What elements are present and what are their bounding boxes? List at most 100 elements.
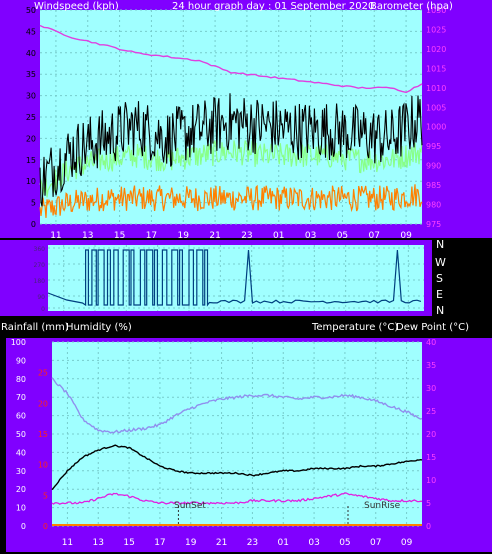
top-left-tick-label: 25 [26, 113, 36, 122]
top-chart-axes: 0510152025303540455097598098599099510001… [26, 6, 447, 241]
bottom-chart-axes: 0102030405060708090100051015202505101520… [11, 338, 436, 548]
humidity-tick-label: 100 [11, 338, 26, 347]
humidity-tick-label: 80 [16, 375, 26, 384]
top-x-tick-label: 13 [82, 231, 93, 241]
barometer-series [39, 24, 423, 94]
top-right-tick-label: 1025 [426, 25, 446, 34]
barometer-axis-title: Barometer (hpa) [370, 1, 453, 12]
compass-label-s: S [436, 272, 443, 285]
top-left-tick-label: 20 [26, 134, 36, 143]
wind-direction-series [47, 249, 422, 307]
bottom-chart-series [51, 377, 423, 526]
direction-tick-label: 180 [34, 278, 46, 285]
top-right-tick-label: 1020 [426, 45, 446, 54]
bottom-chart-gridlines [52, 341, 422, 527]
bottom-x-tick-label: 07 [370, 538, 381, 548]
temperature-series [51, 444, 423, 491]
humidity-tick-label: 60 [16, 412, 26, 421]
top-chart-gridlines [40, 9, 422, 225]
top-right-tick-label: 995 [426, 142, 441, 151]
top-right-tick-label: 1030 [426, 6, 446, 15]
rainfall-tick-label: 25 [38, 369, 48, 378]
humidity-tick-label: 30 [16, 467, 26, 476]
humidity-tick-label: 70 [16, 393, 26, 402]
direction-tick-label: 270 [34, 262, 46, 269]
bottom-x-tick-label: 17 [154, 538, 165, 548]
top-right-tick-label: 1000 [426, 123, 446, 132]
compass-labels: N W S E N [435, 238, 446, 317]
direction-chart-series: 360 270 180 90 0 [34, 246, 422, 313]
top-right-tick-label: 1015 [426, 64, 446, 73]
compass-label-w: W [435, 256, 446, 269]
temperature-tick-label: 15 [426, 453, 436, 462]
top-x-tick-label: 15 [114, 231, 125, 241]
chart-date-title: 24 hour graph day : 01 September 2020 [172, 1, 374, 12]
top-left-tick-label: 15 [26, 156, 36, 165]
top-left-tick-label: 10 [26, 177, 36, 186]
dewpoint-series [51, 492, 422, 505]
top-right-tick-label: 985 [426, 181, 441, 190]
windspeed-axis-title: Windspeed (kph) [34, 1, 119, 12]
bottom-x-tick-label: 13 [93, 538, 104, 548]
top-chart-series [39, 24, 423, 218]
temperature-axis-title: Temperature (°C) [311, 322, 398, 333]
sunrise-annotation: SunRise [364, 501, 401, 511]
top-x-tick-label: 11 [50, 231, 61, 241]
top-left-tick-label: 35 [26, 70, 36, 79]
temperature-tick-label: 30 [426, 384, 436, 393]
humidity-tick-label: 40 [16, 448, 26, 457]
direction-tick-label: 360 [34, 246, 46, 253]
bottom-x-tick-label: 09 [401, 538, 413, 548]
top-x-tick-label: 19 [178, 231, 190, 241]
compass-label-n-top: N [436, 238, 444, 251]
bottom-x-tick-label: 05 [339, 538, 350, 548]
compass-label-e: E [436, 288, 443, 301]
top-x-tick-label: 01 [273, 231, 284, 241]
direction-tick-label: 0 [41, 306, 45, 313]
rainfall-tick-label: 5 [43, 491, 48, 500]
top-right-tick-label: 990 [426, 162, 441, 171]
bottom-x-tick-label: 03 [308, 538, 319, 548]
bottom-x-tick-label: 23 [247, 538, 258, 548]
top-left-tick-label: 45 [26, 27, 36, 36]
temperature-tick-label: 10 [426, 476, 436, 485]
top-left-tick-label: 50 [26, 6, 36, 15]
top-left-tick-label: 5 [31, 199, 36, 208]
top-x-tick-label: 23 [241, 231, 252, 241]
top-x-tick-label: 21 [209, 231, 220, 241]
top-left-tick-label: 40 [26, 49, 36, 58]
rainfall-tick-label: 15 [38, 430, 48, 439]
humidity-axis-title: Humidity (%) [66, 322, 132, 333]
temperature-tick-label: 5 [426, 499, 431, 508]
humidity-tick-label: 90 [16, 356, 26, 365]
top-left-tick-label: 0 [31, 220, 36, 229]
top-x-tick-label: 03 [305, 231, 316, 241]
top-x-tick-label: 09 [400, 231, 412, 241]
top-left-tick-label: 30 [26, 92, 36, 101]
temperature-tick-label: 35 [426, 361, 436, 370]
humidity-tick-label: 20 [16, 485, 26, 494]
rainfall-tick-label: 0 [43, 522, 48, 531]
rainfall-tick-label: 20 [38, 399, 48, 408]
humidity-tick-label: 10 [16, 504, 26, 513]
humidity-series [51, 377, 423, 434]
sunset-annotation: SunSet [174, 501, 206, 511]
rainfall-tick-label: 10 [38, 461, 48, 470]
humidity-tick-label: 0 [21, 522, 26, 531]
bottom-x-tick-label: 01 [278, 538, 289, 548]
temperature-tick-label: 40 [426, 338, 436, 347]
bottom-x-tick-label: 19 [185, 538, 197, 548]
top-x-tick-label: 05 [337, 231, 348, 241]
top-x-tick-label: 17 [146, 231, 157, 241]
bottom-x-tick-label: 15 [123, 538, 134, 548]
top-right-tick-label: 1005 [426, 103, 446, 112]
temperature-tick-label: 25 [426, 407, 436, 416]
wind-low-series [39, 184, 423, 218]
top-x-tick-label: 07 [369, 231, 380, 241]
top-right-tick-label: 980 [426, 201, 441, 210]
temperature-tick-label: 0 [426, 522, 431, 531]
humidity-tick-label: 50 [16, 430, 26, 439]
wind-average-series [39, 140, 423, 198]
